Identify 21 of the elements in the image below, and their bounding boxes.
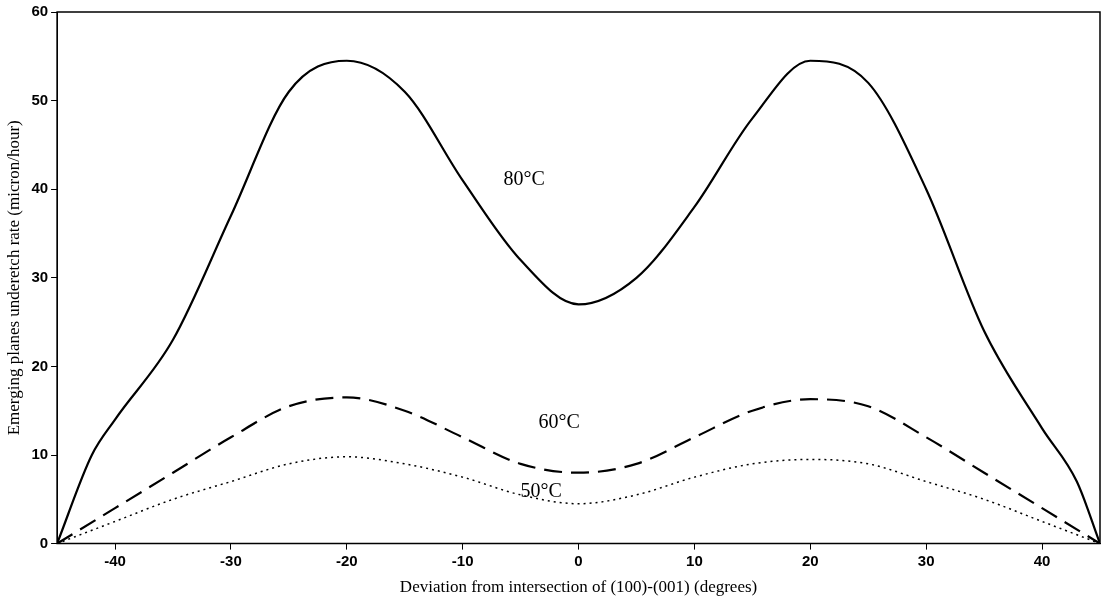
- y-tick-label: 60: [31, 2, 49, 20]
- x-tick-label: -30: [220, 551, 242, 569]
- x-tick-label: -10: [451, 551, 474, 569]
- series-label: 60°C: [538, 409, 580, 432]
- y-tick-label: 20: [31, 356, 49, 374]
- x-tick-label: 40: [1033, 551, 1051, 569]
- x-tick-label: 10: [686, 551, 703, 569]
- x-axis-title: Deviation from intersection of (100)-(001) (degrees): [399, 577, 758, 597]
- series-label: 50°C: [520, 478, 562, 501]
- y-tick-label: 50: [31, 90, 49, 108]
- x-tick-label: 30: [917, 551, 935, 569]
- y-axis-title: Emerging planes underetch rate (micron/hour): [3, 120, 23, 436]
- x-tick-label: 0: [574, 551, 583, 569]
- y-tick-label: 40: [31, 179, 49, 197]
- x-tick-label: -20: [335, 551, 358, 569]
- x-tick-label: -40: [104, 551, 126, 569]
- y-tick-label: 10: [31, 445, 49, 463]
- y-tick-label: 30: [31, 267, 49, 285]
- y-tick-label: 0: [39, 533, 49, 551]
- series-label: 80°C: [503, 166, 545, 189]
- x-tick-label: 20: [801, 551, 819, 569]
